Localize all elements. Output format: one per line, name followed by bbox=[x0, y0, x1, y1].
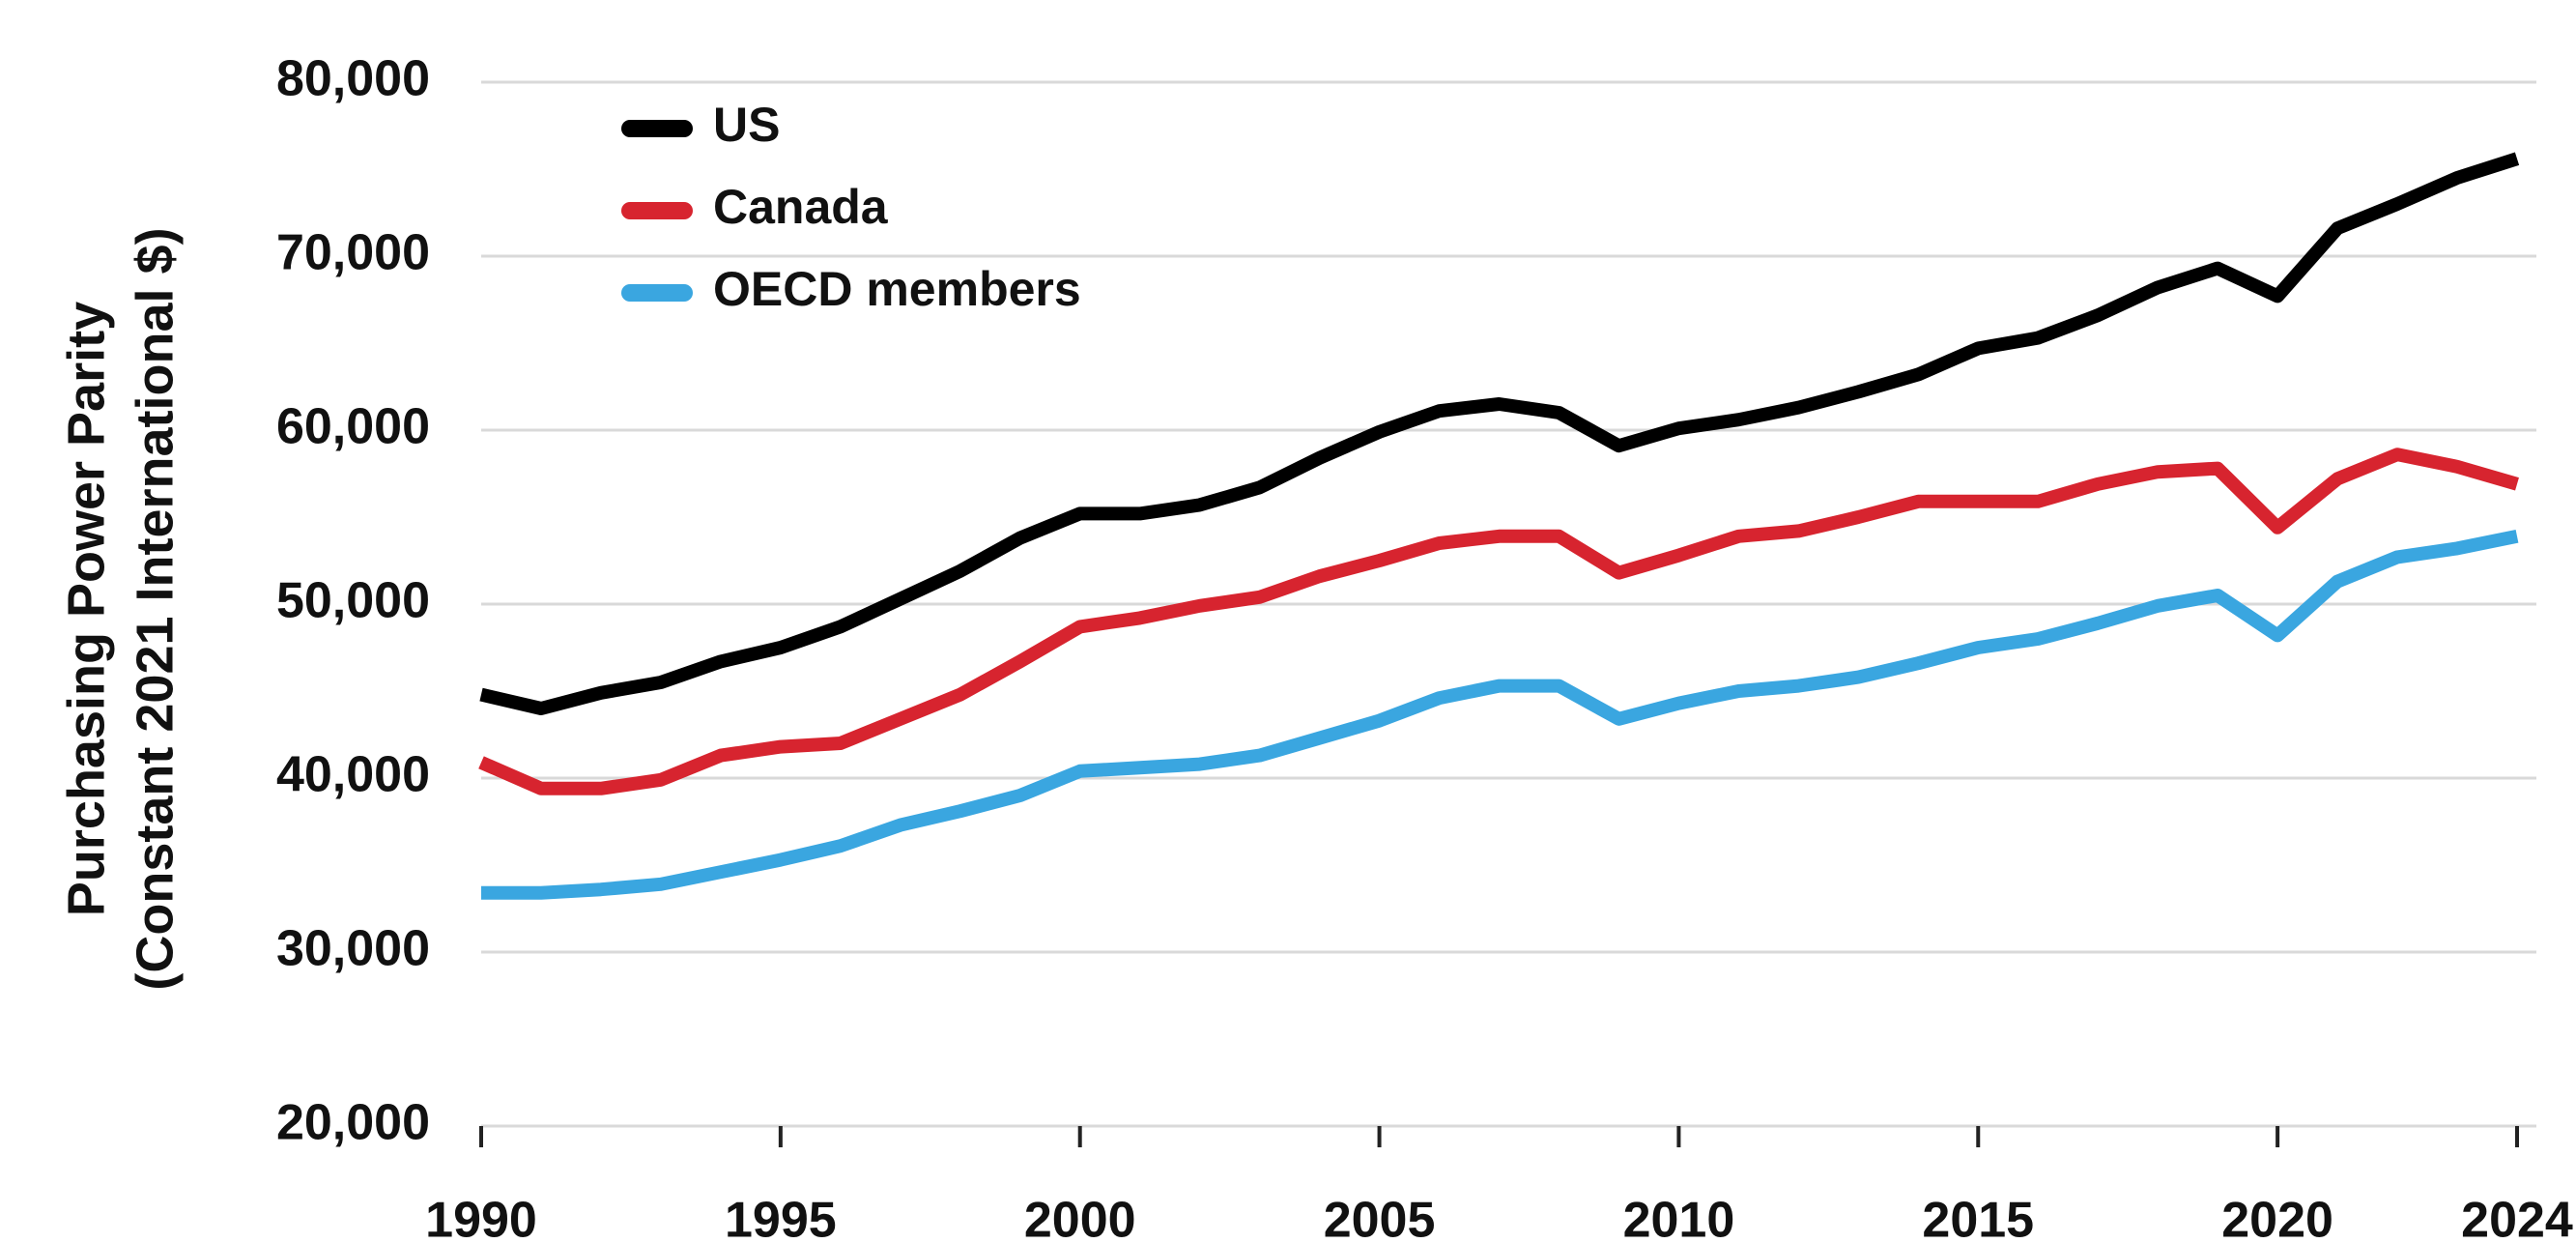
x-tick-label: 2015 bbox=[1922, 1193, 2034, 1243]
series-line bbox=[479, 152, 2520, 715]
x-tick-label: 2010 bbox=[1623, 1193, 1735, 1243]
x-tick-label: 2020 bbox=[2221, 1193, 2333, 1243]
y-axis-label: Purchasing Power Parity bbox=[57, 302, 115, 916]
y-tick-label: 20,000 bbox=[276, 1095, 430, 1151]
y-tick-label: 80,000 bbox=[276, 51, 430, 107]
x-tick-label: 2024 bbox=[2461, 1193, 2573, 1243]
y-tick-label: 60,000 bbox=[276, 399, 430, 455]
x-tick-label: 2000 bbox=[1024, 1193, 1136, 1243]
y-axis-label: (Constant 2021 International $) bbox=[126, 227, 184, 990]
x-tick-label: 2005 bbox=[1324, 1193, 1436, 1243]
legend-label: OECD members bbox=[713, 262, 1081, 316]
y-tick-label: 50,000 bbox=[276, 573, 430, 629]
y-tick-label: 40,000 bbox=[276, 747, 430, 803]
x-tick-label: 1990 bbox=[425, 1193, 537, 1243]
legend-label: US bbox=[713, 98, 780, 152]
y-tick-label: 70,000 bbox=[276, 225, 430, 281]
legend-label: Canada bbox=[713, 180, 889, 234]
x-tick-label: 1995 bbox=[725, 1193, 837, 1243]
series-line bbox=[481, 529, 2519, 900]
y-tick-label: 30,000 bbox=[276, 921, 430, 977]
series-line bbox=[478, 448, 2519, 795]
